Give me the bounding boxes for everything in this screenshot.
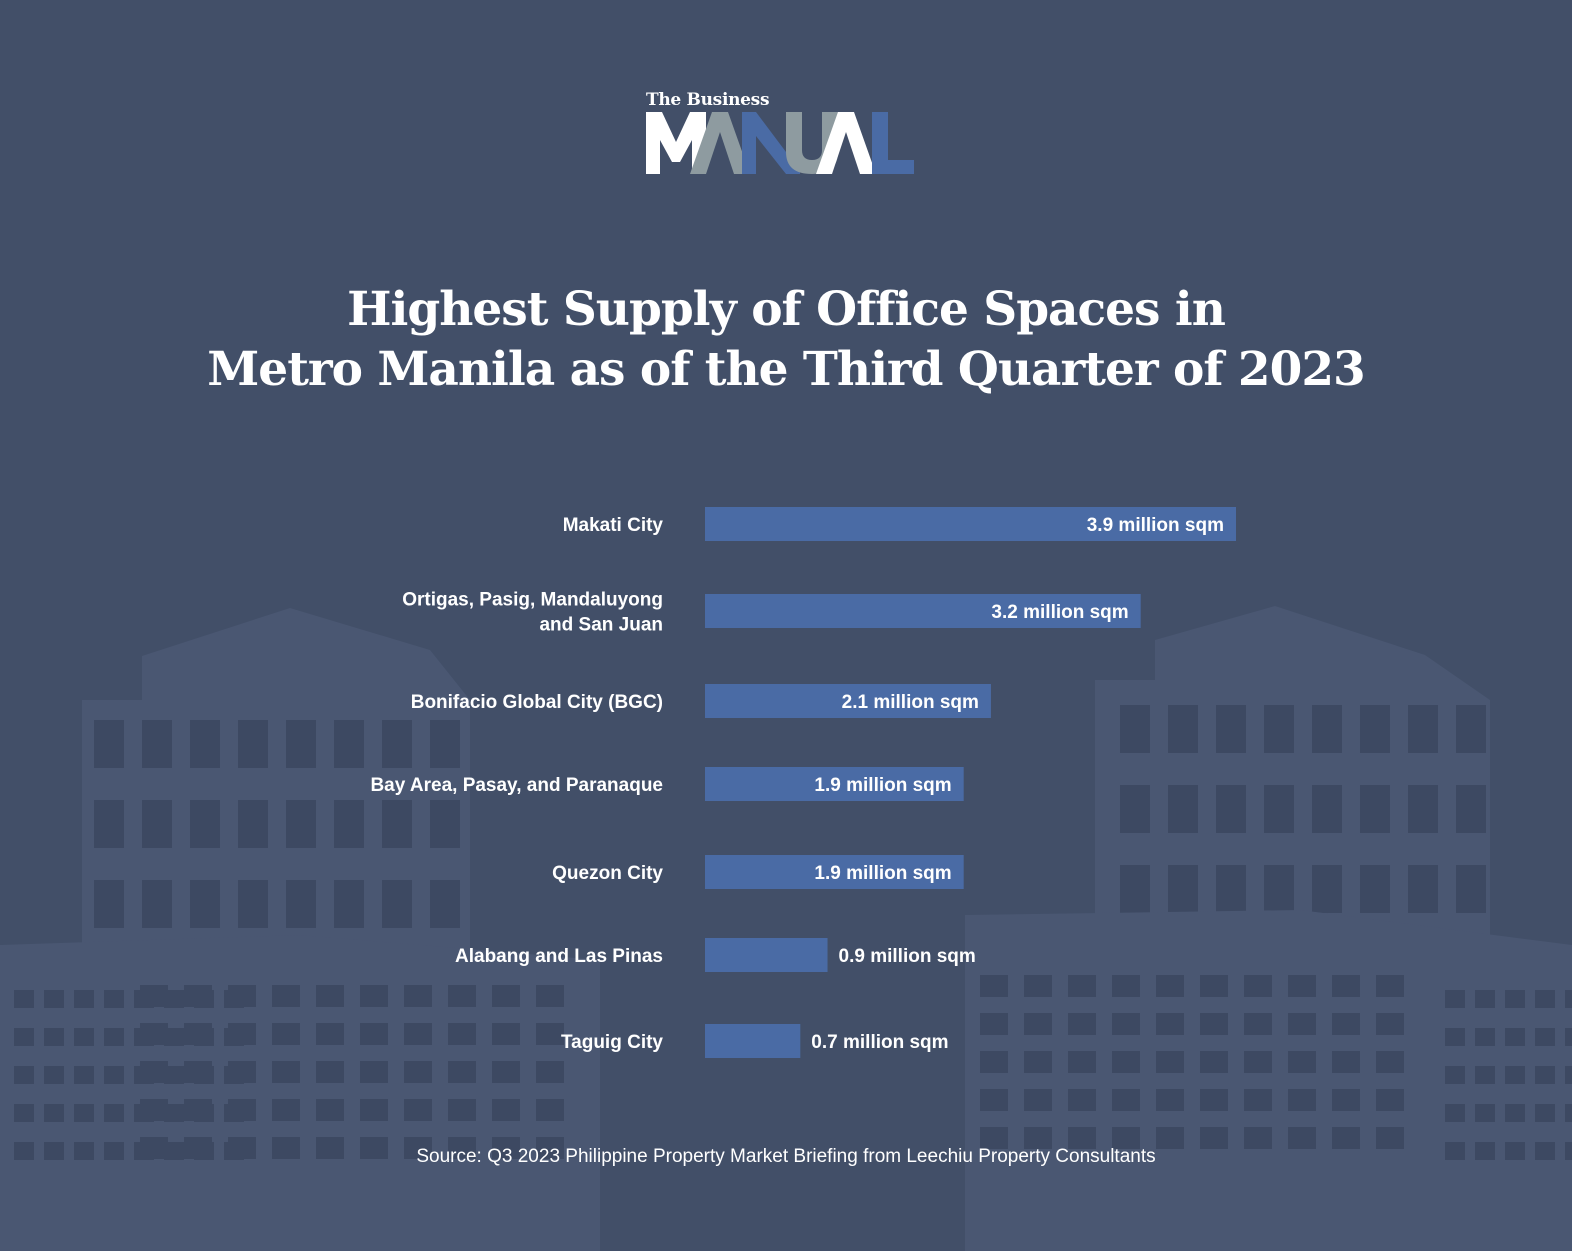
- data-label: 1.9 million sqm: [814, 863, 951, 884]
- data-label: 3.2 million sqm: [991, 602, 1128, 623]
- brand-logo: The Business: [646, 90, 916, 176]
- bar-row: Taguig City 0.7 million sqm: [561, 1024, 949, 1058]
- bar-row: Bay Area, Pasay, and Paranaque 1.9 millio…: [370, 767, 964, 801]
- category-label-line: Quezon City: [552, 863, 663, 884]
- bar-row: Alabang and Las Pinas 0.9 million sqm: [455, 938, 976, 972]
- bar: [705, 855, 964, 889]
- category-label: Bonifacio Global City (BGC): [411, 692, 663, 713]
- logo-manual-wordmark: [646, 112, 914, 174]
- data-label: 0.9 million sqm: [839, 946, 976, 967]
- source-note: Source: Q3 2023 Philippine Property Mark…: [416, 1146, 1156, 1167]
- chart-title-line-2: Metro Manila as of the Third Quarter of …: [207, 342, 1365, 397]
- category-label: Makati City: [563, 515, 664, 536]
- category-label-line: Bonifacio Global City (BGC): [411, 692, 663, 713]
- chart-title: Highest Supply of Office Spaces in Metro…: [0, 280, 1572, 400]
- logo-top-text: The Business: [646, 90, 770, 110]
- data-label: 0.7 million sqm: [811, 1032, 948, 1053]
- bar: [705, 507, 1236, 541]
- category-label-line: Alabang and Las Pinas: [455, 946, 663, 967]
- bar-row: Quezon City 1.9 million sqm: [552, 855, 964, 889]
- bar: [705, 767, 964, 801]
- bar: [705, 684, 991, 718]
- category-label-line: Bay Area, Pasay, and Paranaque: [370, 775, 663, 796]
- data-label: 2.1 million sqm: [842, 692, 979, 713]
- bar: [705, 1024, 801, 1058]
- category-label-line: Makati City: [563, 515, 664, 536]
- data-label: 1.9 million sqm: [814, 775, 951, 796]
- bar-row: Ortigas, Pasig, Mandaluyong and San Juan 3…: [402, 590, 1141, 636]
- bar-row: Bonifacio Global City (BGC) 2.1 million s…: [411, 684, 991, 718]
- bar-row: Makati City 3.9 million sqm: [563, 507, 1236, 541]
- category-label: Alabang and Las Pinas: [455, 946, 663, 967]
- bar: [705, 594, 1141, 628]
- data-label: 3.9 million sqm: [1087, 515, 1224, 536]
- bar: [705, 938, 828, 972]
- chart-title-line-1: Highest Supply of Office Spaces in: [347, 282, 1226, 337]
- category-label: Taguig City: [561, 1032, 663, 1053]
- category-label-line: Ortigas, Pasig, Mandaluyong: [402, 590, 663, 611]
- category-label-line: Taguig City: [561, 1032, 663, 1053]
- category-label-line: and San Juan: [539, 615, 663, 636]
- category-label: Ortigas, Pasig, Mandaluyong and San Juan: [402, 590, 663, 636]
- building-right-low: [965, 910, 1572, 1251]
- building-left-low: [0, 935, 600, 1251]
- category-label: Bay Area, Pasay, and Paranaque: [370, 775, 663, 796]
- category-label: Quezon City: [552, 863, 663, 884]
